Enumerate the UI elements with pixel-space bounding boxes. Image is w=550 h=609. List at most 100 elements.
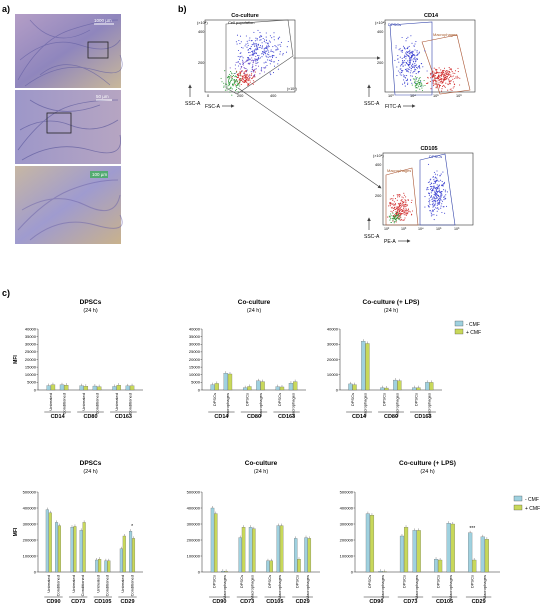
- flow-event-dot: [434, 197, 436, 200]
- x-tick-label: Untreated: [114, 393, 119, 411]
- bar-chart: Co-culture (24 h) 0 100000 200000 300000 40000…: [187, 460, 320, 605]
- flow-event-dot: [230, 74, 232, 77]
- flow-event-dot: [390, 215, 392, 217]
- flow-event-dot: [257, 61, 259, 63]
- flow-event-dot: [252, 42, 255, 44]
- x-tick-label: Untreated: [46, 575, 51, 593]
- y-tick-label: 15000: [189, 364, 201, 369]
- flow-event-dot: [452, 78, 454, 80]
- marker-group-label: CD105: [436, 599, 453, 605]
- flow-event-dot: [403, 47, 405, 49]
- flow-event-dot: [406, 37, 408, 40]
- flow-event-dot: [396, 199, 398, 201]
- flow-event-dot: [406, 69, 408, 71]
- flow-event-dot: [407, 83, 409, 86]
- bar: [378, 571, 383, 573]
- flow-event-dot: [443, 183, 445, 185]
- flow-event-dot: [435, 193, 437, 196]
- flow-event-dot: [418, 82, 420, 84]
- flow-plot-cd105: CD105 Macrophages DPSCs (×10⁴) 400 200 1…: [364, 146, 474, 245]
- flow-event-dot: [234, 64, 236, 66]
- flow-event-dot: [429, 209, 431, 212]
- bar: [369, 515, 375, 573]
- micrograph-2: 50 µm: [15, 90, 122, 164]
- bar: [269, 560, 273, 573]
- flow-event-dot: [446, 71, 448, 73]
- flow-event-dot: [456, 77, 458, 79]
- flow-event-dot: [447, 73, 449, 75]
- marker-group-label: CD163: [278, 414, 295, 420]
- flow-event-dot: [247, 56, 250, 59]
- flow-event-dot: [241, 79, 243, 81]
- flow-event-dot: [402, 200, 404, 202]
- flow-event-dot: [259, 36, 261, 39]
- x-tick-label: DPSCs: [212, 393, 217, 406]
- x-tick-label: DPSCs: [295, 575, 300, 588]
- flow-event-dot: [280, 45, 282, 47]
- y-tick: 400: [377, 30, 383, 34]
- flow-event-dot: [441, 85, 444, 87]
- flow-event-dot: [239, 80, 241, 82]
- flow-event-dot: [399, 202, 401, 204]
- flow-event-dot: [438, 87, 440, 89]
- flow-event-dot: [411, 57, 413, 59]
- flow-event-dot: [410, 35, 412, 37]
- marker-group-label: CD80: [83, 414, 97, 420]
- flow-event-dot: [416, 51, 418, 53]
- flow-event-dot: [433, 85, 435, 87]
- gate-label: Macrophages: [433, 32, 457, 37]
- flow-event-dot: [433, 194, 435, 196]
- y-tick-label: 25000: [25, 349, 37, 354]
- flow-event-dot: [408, 64, 410, 66]
- flow-event-dot: [392, 219, 394, 221]
- x-tick: 0: [207, 94, 209, 98]
- flow-event-dot: [421, 87, 423, 89]
- flow-event-dot: [448, 79, 450, 81]
- flow-event-dot: [436, 207, 438, 210]
- flow-event-dot: [254, 68, 256, 70]
- bar: [64, 384, 69, 391]
- flow-event-dot: [427, 206, 430, 208]
- flow-event-dot: [398, 210, 400, 212]
- flow-event-dot: [255, 43, 257, 45]
- flow-event-dot: [278, 59, 280, 62]
- flow-plot-cd14: CD14 DPSCs Macrophages (×10⁴) 400 200 10…: [364, 13, 476, 110]
- flow-event-dot: [253, 75, 255, 77]
- flow-event-dot: [265, 66, 267, 68]
- flow-event-dot: [257, 29, 259, 31]
- y-tick-label: 30000: [25, 342, 37, 347]
- flow-event-dot: [229, 81, 231, 84]
- x-tick-label: DPSCs: [277, 393, 282, 406]
- flow-event-dot: [248, 59, 250, 61]
- flow-event-dot: [440, 80, 442, 83]
- y-tick-label: 25000: [189, 349, 201, 354]
- flow-event-dot: [424, 196, 426, 198]
- flow-event-dot: [389, 198, 391, 200]
- marker-group-label: CD90: [369, 599, 383, 605]
- flow-event-dot: [446, 75, 449, 78]
- flow-event-dot: [398, 208, 400, 210]
- flow-event-dot: [399, 71, 401, 73]
- flow-event-dot: [411, 210, 414, 212]
- x-tick: 10³: [388, 94, 394, 98]
- flow-event-dot: [399, 48, 401, 50]
- bar: [393, 379, 398, 391]
- flow-event-dot: [394, 206, 396, 208]
- x-tick: 10⁶: [454, 227, 460, 231]
- x-tick-label: Macrophages: [305, 575, 310, 599]
- flow-event-dot: [405, 62, 408, 64]
- flow-event-dot: [415, 77, 417, 80]
- flow-event-dot: [254, 52, 256, 54]
- flow-event-dot: [265, 39, 268, 41]
- flow-event-dot: [231, 76, 233, 78]
- marker-group-label: CD14: [352, 414, 367, 420]
- flow-event-dot: [430, 74, 432, 76]
- flow-event-dot: [450, 68, 452, 70]
- flow-event-dot: [411, 75, 413, 77]
- bar: [384, 387, 389, 391]
- flow-event-dot: [452, 75, 454, 77]
- flow-event-dot: [254, 74, 256, 76]
- flow-event-dot: [249, 51, 251, 53]
- flow-event-dot: [271, 57, 274, 59]
- flow-event-dot: [264, 47, 266, 49]
